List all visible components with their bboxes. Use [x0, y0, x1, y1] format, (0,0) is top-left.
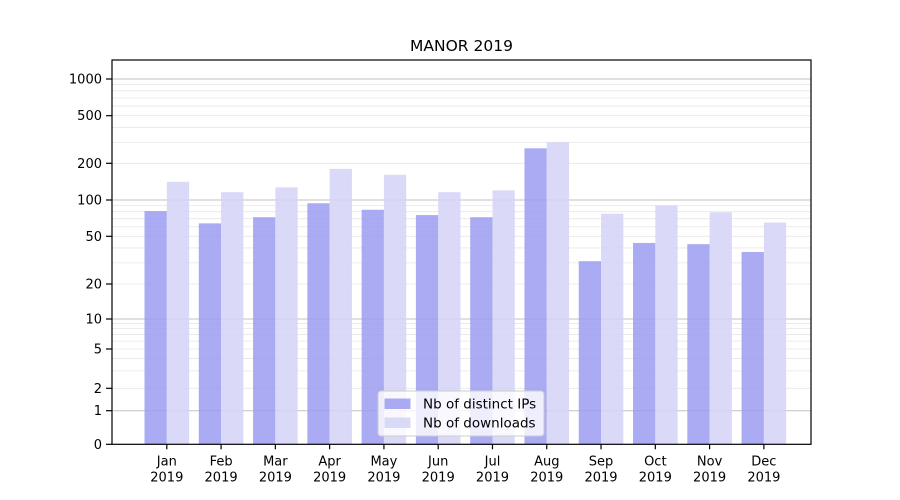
y-tick-label: 1 — [94, 404, 102, 419]
x-tick-label-year: 2019 — [205, 470, 238, 485]
x-tick-label-month: Jun — [427, 454, 448, 469]
bar-downloads-jan — [166, 181, 190, 445]
x-tick-label-year: 2019 — [367, 470, 400, 485]
bar-downloads-aug — [546, 142, 570, 445]
bar-downloads-feb — [221, 192, 244, 445]
y-tick-label: 50 — [85, 230, 102, 245]
bar-downloads-jun — [438, 192, 461, 445]
bar-distinct-ips-jan — [144, 211, 167, 445]
plot-border — [111, 59, 812, 445]
x-tick-label-year: 2019 — [150, 470, 183, 485]
bars-layer — [144, 142, 787, 445]
x-tick-label-month: Feb — [210, 454, 233, 469]
x-tick-label-year: 2019 — [530, 470, 563, 485]
x-tick-label-month: Aug — [534, 454, 559, 469]
bar-distinct-ips-jul — [470, 217, 493, 445]
y-tick-label: 5 — [94, 343, 102, 358]
bar-downloads-oct — [655, 205, 678, 445]
x-tick-label-year: 2019 — [584, 470, 617, 485]
bar-distinct-ips-may — [361, 209, 384, 445]
legend-label-distinct-ips: Nb of distinct IPs — [423, 397, 536, 413]
x-axis: Jan2019Feb2019Mar2019Apr2019May2019Jun20… — [150, 444, 780, 485]
x-tick-label-month: Nov — [697, 454, 723, 469]
y-tick-label: 500 — [77, 109, 102, 124]
bar-downloads-mar — [275, 187, 298, 445]
x-tick-label-month: Jul — [484, 454, 501, 469]
y-tick-label: 100 — [77, 194, 102, 209]
x-tick-label-month: May — [370, 454, 397, 469]
bar-distinct-ips-mar — [253, 217, 276, 445]
bar-distinct-ips-dec — [741, 251, 764, 445]
y-tick-label: 0 — [94, 438, 102, 453]
bar-downloads-jul — [492, 190, 515, 445]
x-tick-label-year: 2019 — [747, 470, 780, 485]
bar-distinct-ips-apr — [307, 203, 330, 445]
x-tick-label-year: 2019 — [422, 470, 455, 485]
bar-distinct-ips-aug — [524, 148, 547, 445]
x-tick-label-year: 2019 — [313, 470, 346, 485]
y-axis: 0 1 2 5 10 20 50 100 200 500 1000 — [69, 73, 112, 453]
legend-swatch-distinct-ips — [384, 398, 411, 409]
x-tick-label-year: 2019 — [476, 470, 509, 485]
legend-label-downloads: Nb of downloads — [423, 416, 536, 432]
bar-downloads-sep — [601, 213, 624, 445]
y-tick-label: 200 — [77, 157, 102, 172]
x-tick-label-month: Oct — [644, 454, 666, 469]
y-tick-label: 10 — [85, 313, 102, 328]
bar-distinct-ips-oct — [633, 242, 656, 445]
bar-distinct-ips-jun — [415, 215, 439, 445]
y-tick-label: 20 — [85, 278, 102, 293]
y-tick-label: 1000 — [69, 73, 102, 88]
bar-downloads-apr — [329, 168, 352, 445]
bar-downloads-nov — [709, 212, 732, 445]
legend: Nb of distinct IPs Nb of downloads — [377, 390, 545, 437]
legend-box — [377, 390, 545, 437]
bar-distinct-ips-sep — [578, 261, 602, 445]
chart-title: MANOR 2019 — [410, 37, 513, 55]
legend-swatch-downloads — [384, 417, 411, 428]
x-tick-label-year: 2019 — [259, 470, 292, 485]
bar-distinct-ips-feb — [198, 223, 222, 445]
x-tick-label-month: Mar — [263, 454, 288, 469]
x-tick-label-month: Jan — [156, 454, 177, 469]
bar-downloads-dec — [763, 222, 787, 445]
x-tick-label-year: 2019 — [639, 470, 672, 485]
x-tick-label-month: Dec — [751, 454, 776, 469]
x-tick-label-month: Sep — [589, 454, 614, 469]
bar-downloads-may — [383, 174, 407, 445]
x-tick-label-month: Apr — [318, 454, 341, 469]
y-tick-label: 2 — [94, 382, 102, 397]
bar-distinct-ips-nov — [687, 244, 710, 445]
x-tick-label-year: 2019 — [693, 470, 726, 485]
